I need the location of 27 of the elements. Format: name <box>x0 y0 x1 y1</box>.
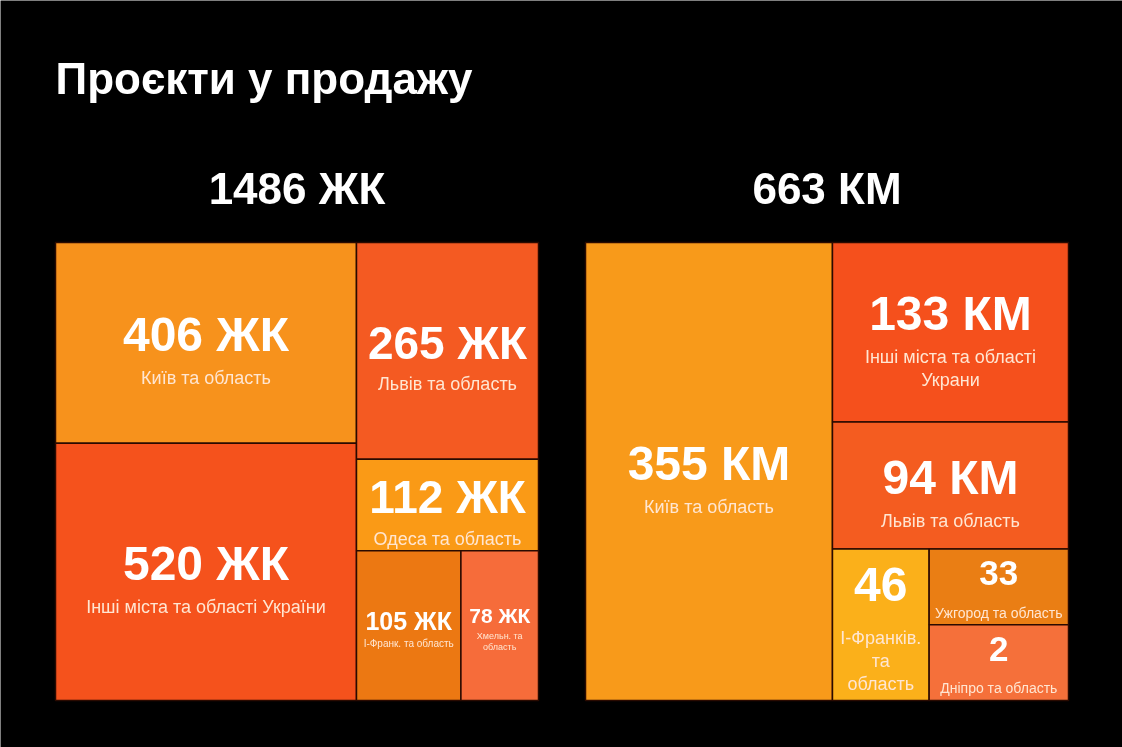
category-label: Одеса та область <box>373 528 522 549</box>
category-label: Ужгород та область <box>935 604 1063 621</box>
text: Проєкти у продажу <box>55 54 474 103</box>
data-label: 94 КМ <box>882 450 1019 504</box>
text: 1486 ЖК <box>208 164 386 213</box>
data-label: 355 КМ <box>627 436 791 490</box>
data-label: 2 <box>989 628 1009 668</box>
data-label: 46 <box>854 558 908 612</box>
category-label: Хмельн. та область <box>476 630 523 653</box>
category-label: Львів та область <box>880 510 1020 531</box>
category-label: Дніпро та область <box>940 680 1058 697</box>
text: 663 КМ <box>752 164 902 213</box>
category-label: Київ та область <box>141 368 271 389</box>
category-label: Київ та область <box>644 496 774 517</box>
category-label: І-Франків. та область <box>840 628 922 695</box>
data-label: 406 ЖК <box>122 308 290 362</box>
category-label: Інші міста та області України <box>86 597 326 618</box>
data-label: 520 ЖК <box>122 537 290 591</box>
data-label: 33 <box>979 552 1019 592</box>
data-label: 112 ЖК <box>369 471 527 524</box>
data-label: 78 ЖК <box>469 604 531 628</box>
category-label: Інші міста та області Украни <box>864 346 1037 390</box>
data-label: 133 КМ <box>869 286 1032 340</box>
category-label: Львів та область <box>377 374 518 395</box>
category-label: І-Франк. та область <box>363 638 454 650</box>
data-label: 265 ЖК <box>367 317 528 370</box>
data-label: 105 ЖК <box>365 607 453 636</box>
